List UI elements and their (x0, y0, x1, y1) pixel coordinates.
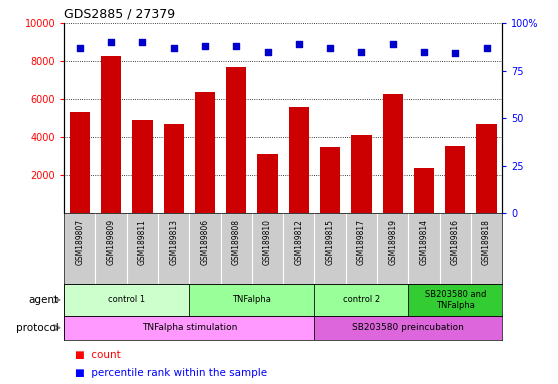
Point (357, 48, 366, 55)
Text: GDS2885 / 27379: GDS2885 / 27379 (64, 7, 175, 20)
Text: control 2: control 2 (343, 295, 380, 305)
Text: GSM189810: GSM189810 (263, 219, 272, 265)
Bar (315, 284, 408, 316)
Point (75, 45, 84, 51)
Point (326, 45, 335, 51)
Text: TNFalpha: TNFalpha (233, 295, 271, 305)
Point (263, 48, 272, 55)
Point (138, 39, 147, 45)
Text: SB203580 and
TNFalpha: SB203580 and TNFalpha (425, 290, 486, 310)
Point (232, 43, 240, 49)
Point (420, 48, 429, 55)
Text: GSM189819: GSM189819 (388, 219, 397, 265)
Bar (445, 146, 465, 213)
Text: SB203580 preincubation: SB203580 preincubation (353, 323, 464, 332)
Point (200, 43, 209, 49)
Point (451, 50, 460, 56)
Bar (70, 113, 90, 213)
Text: GSM189816: GSM189816 (451, 219, 460, 265)
Text: GSM189818: GSM189818 (482, 219, 491, 265)
Bar (195, 93, 215, 213)
Point (388, 41, 397, 47)
Text: GSM189808: GSM189808 (232, 219, 240, 265)
Text: TNFalpha stimulation: TNFalpha stimulation (142, 323, 237, 332)
Bar (477, 124, 497, 213)
Bar (408, 284, 502, 316)
Bar (101, 56, 121, 213)
Text: protocol: protocol (16, 323, 59, 333)
Bar (64, 316, 315, 340)
Point (295, 41, 304, 47)
Text: GSM189806: GSM189806 (200, 219, 209, 265)
Bar (132, 120, 152, 213)
Text: GSM189812: GSM189812 (294, 219, 304, 265)
Point (107, 39, 116, 45)
Bar (320, 147, 340, 213)
Text: ■  percentile rank within the sample: ■ percentile rank within the sample (75, 368, 267, 378)
Text: GSM189807: GSM189807 (75, 219, 84, 265)
Text: GSM189811: GSM189811 (138, 219, 147, 265)
Text: GSM189813: GSM189813 (169, 219, 178, 265)
Bar (257, 154, 278, 213)
Text: ■  count: ■ count (75, 350, 121, 360)
Bar (414, 167, 434, 213)
Bar (226, 67, 247, 213)
Text: agent: agent (28, 295, 59, 305)
Bar (351, 135, 372, 213)
Text: GSM189814: GSM189814 (420, 219, 429, 265)
Point (482, 45, 491, 51)
Bar (64, 284, 189, 316)
Text: GSM189817: GSM189817 (357, 219, 366, 265)
Text: control 1: control 1 (108, 295, 145, 305)
Text: GSM189809: GSM189809 (107, 219, 116, 265)
Bar (163, 124, 184, 213)
Bar (383, 94, 403, 213)
Bar (288, 107, 309, 213)
Bar (315, 316, 502, 340)
Point (169, 45, 178, 51)
Text: GSM189815: GSM189815 (326, 219, 335, 265)
Bar (189, 284, 315, 316)
